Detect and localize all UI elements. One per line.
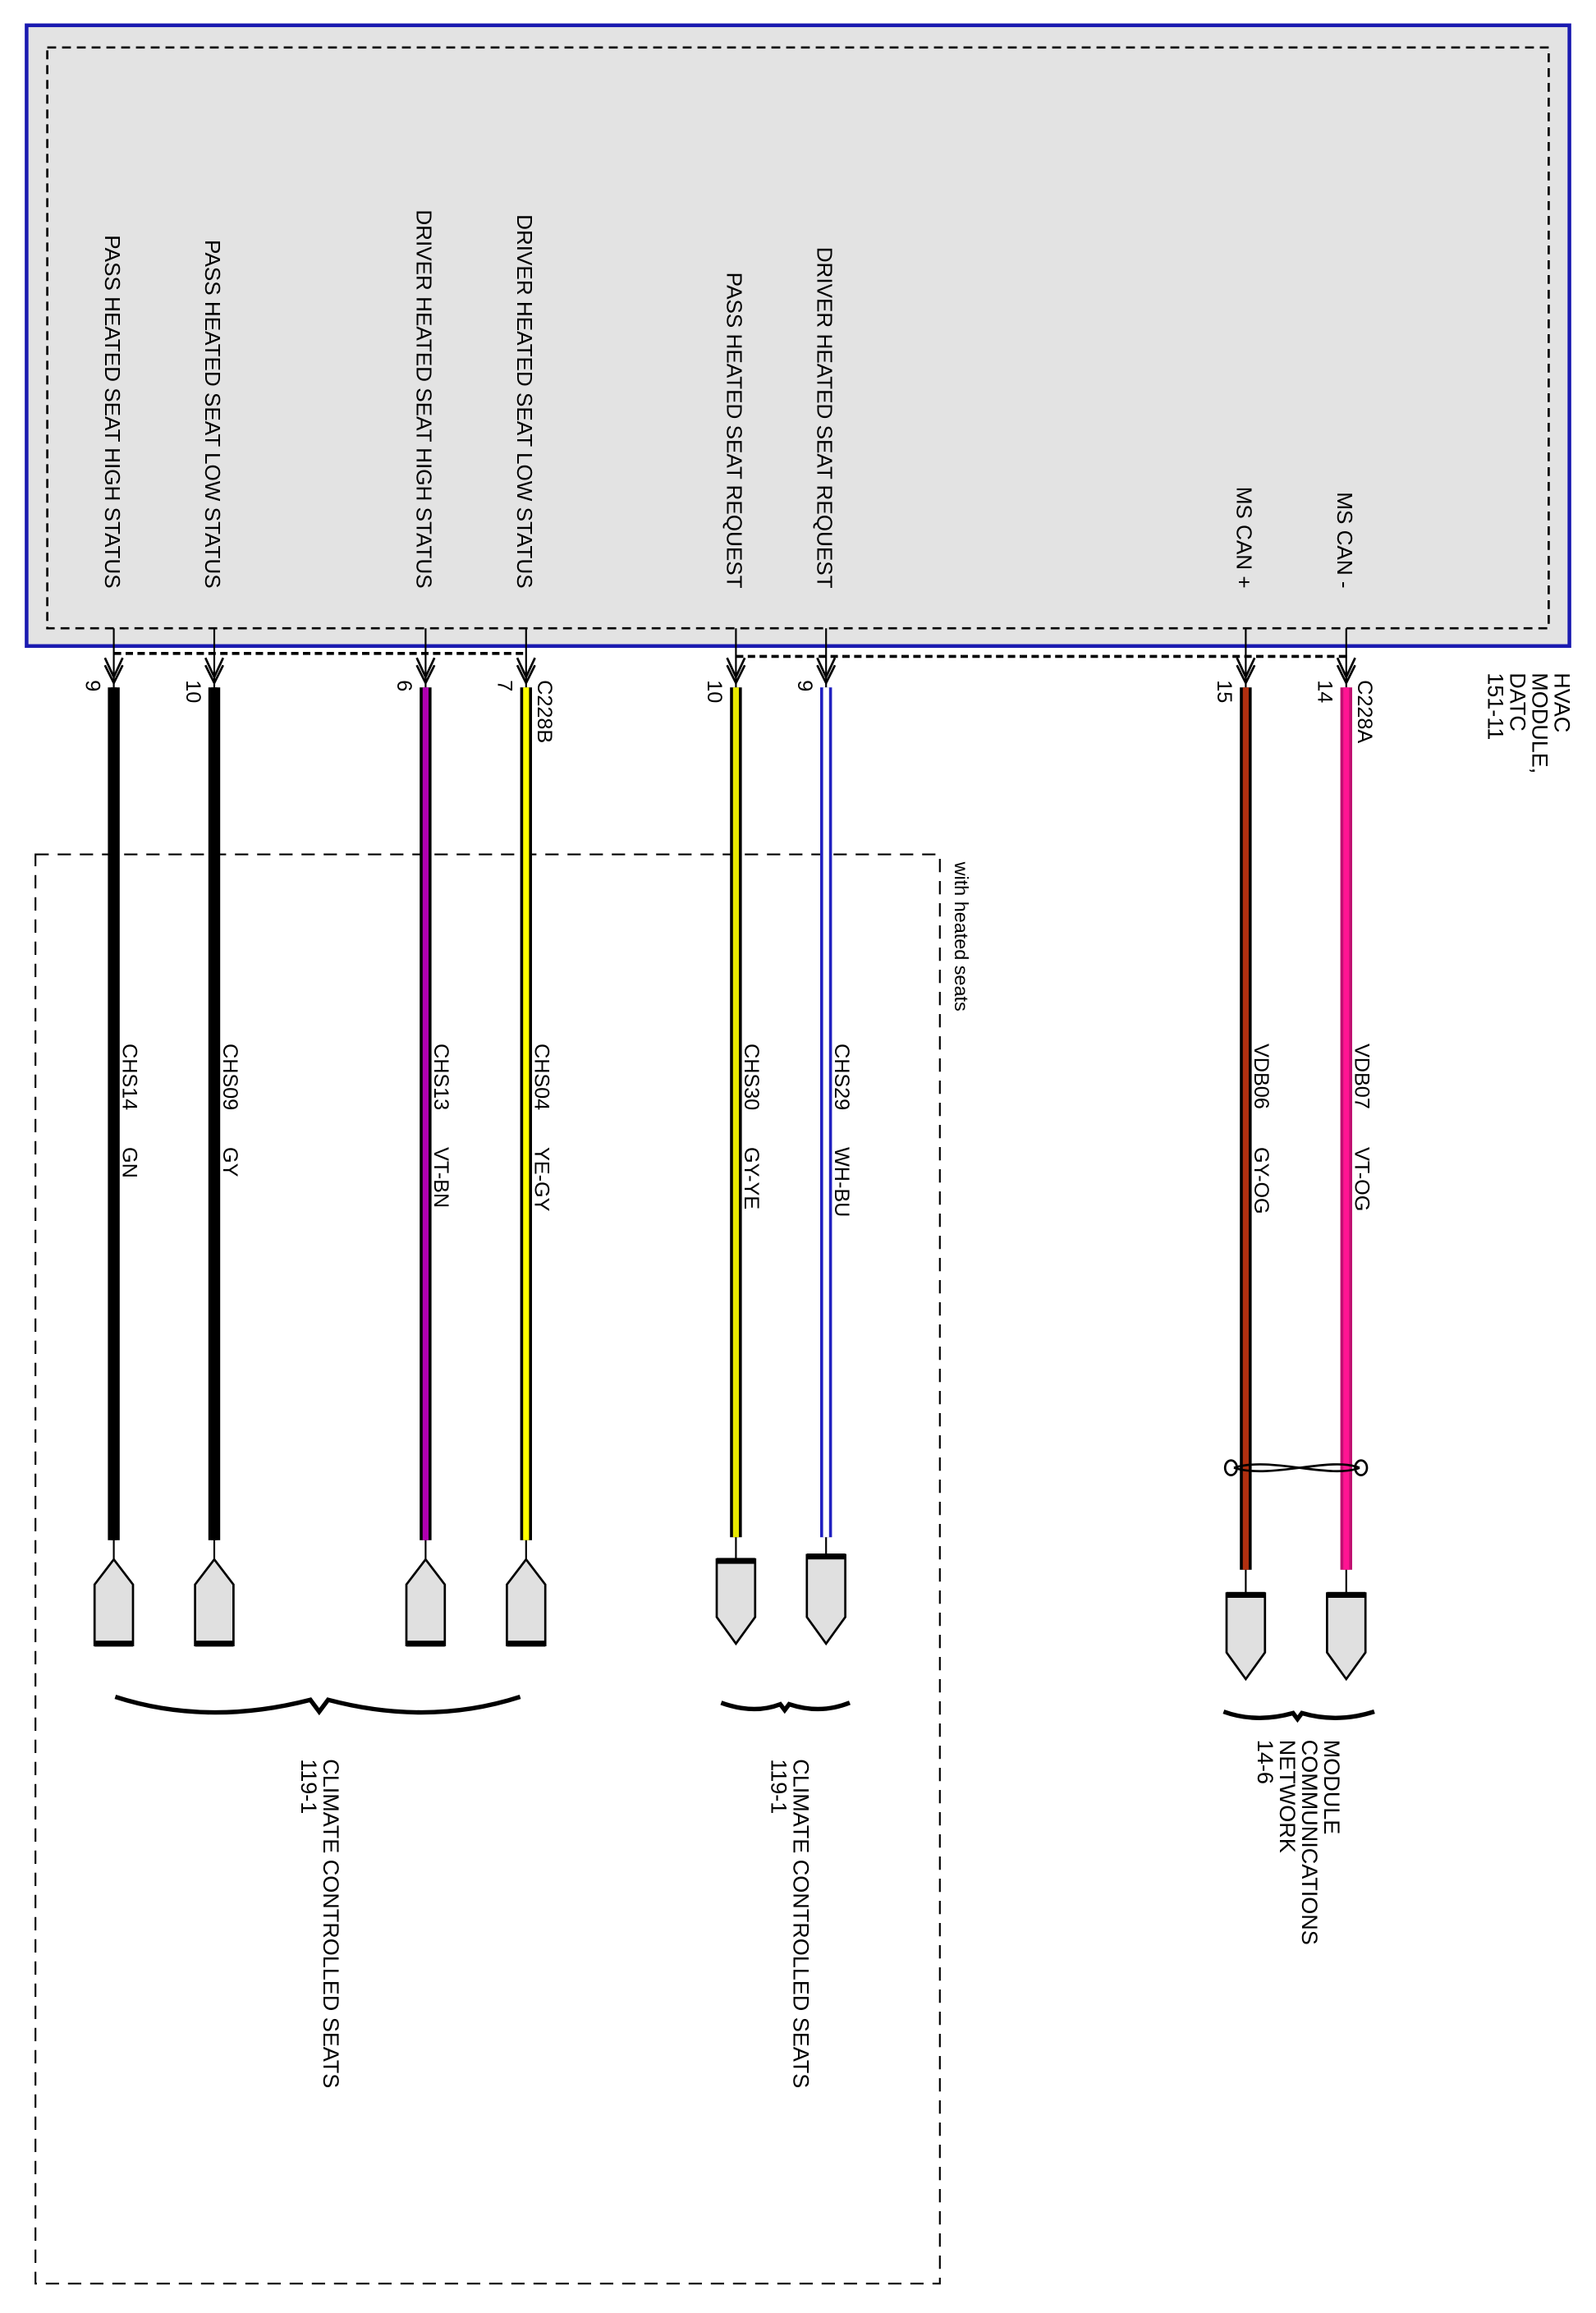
connector-end-icon (1326, 1592, 1367, 1682)
connector-end-icon (506, 1557, 547, 1646)
pin-number: 6 (392, 680, 415, 691)
connector-end-icon (1225, 1592, 1267, 1682)
connector-end-icon (715, 1558, 757, 1646)
wire-color-label: GN (117, 1147, 140, 1178)
wire-core (732, 687, 739, 1538)
pin-number: 7 (493, 680, 516, 691)
wire-color-label: VT-BN (429, 1147, 452, 1208)
terminal-arrow-icon (1336, 657, 1356, 686)
destination-label: CLIMATE CONTROLLED SEATS (319, 1759, 343, 2088)
destination-ref: 119-1 (767, 1759, 791, 1814)
terminal-arrow-icon (415, 657, 436, 686)
wire-core (523, 687, 530, 1540)
terminal-arrow-icon (1236, 657, 1256, 686)
connector-end-icon (405, 1557, 447, 1646)
pin-number: 9 (793, 680, 816, 691)
destination-label: MODULE (1319, 1740, 1344, 1835)
connector-end-cap (1327, 1591, 1366, 1598)
signal-label: PASS HEATED SEAT LOW STATUS (200, 240, 225, 589)
signal-label: DRIVER HEATED SEAT HIGH STATUS (412, 209, 437, 588)
module-name-line: DATC (1506, 672, 1530, 732)
wire-core (823, 687, 829, 1538)
wire-core (211, 687, 218, 1540)
connector-end-cap (1227, 1591, 1265, 1598)
connector-c228b-label: C228B (533, 680, 556, 743)
signal-label: PASS HEATED SEAT REQUEST (722, 273, 747, 589)
terminal-arrow-icon (204, 657, 225, 686)
connector-end-icon (194, 1557, 235, 1646)
destination-label: COMMUNICATIONS (1297, 1740, 1322, 1945)
circuit-label: CHS30 (740, 1044, 763, 1110)
circuit-label: CHS13 (429, 1044, 452, 1110)
destination-brace (720, 1700, 851, 1714)
wire-color-label: YE-GY (530, 1147, 553, 1212)
signal-label: DRIVER HEATED SEAT REQUEST (812, 247, 837, 589)
module-name-line: HVAC (1550, 672, 1575, 732)
terminal-arrow-icon (816, 657, 837, 686)
twisted-pair-icon (1223, 1459, 1369, 1476)
wire-core (1242, 687, 1249, 1570)
circuit-label: CHS09 (218, 1044, 241, 1110)
destination-brace (114, 1695, 521, 1716)
connector-end-cap (717, 1558, 755, 1564)
destination-label: NETWORK (1275, 1740, 1300, 1853)
connector-end-cap (507, 1641, 546, 1647)
destination-brace (1222, 1710, 1375, 1723)
module-name-line: 151-11 (1484, 672, 1508, 740)
pin-number: 9 (80, 680, 103, 691)
pin-number: 10 (181, 680, 204, 703)
signal-label: PASS HEATED SEAT HIGH STATUS (100, 235, 125, 588)
connector-end-cap (94, 1641, 133, 1647)
wire-color-label: GY-YE (740, 1147, 763, 1209)
wire-core (111, 687, 117, 1540)
circuit-label: CHS14 (117, 1044, 140, 1110)
wire-core (422, 687, 429, 1540)
connector-end-cap (806, 1553, 846, 1560)
pin-number: 14 (1314, 680, 1337, 703)
pin-number: 10 (703, 680, 726, 703)
wire-core (1343, 687, 1350, 1570)
terminal-arrow-icon (516, 657, 536, 686)
destination-label: CLIMATE CONTROLLED SEATS (789, 1759, 814, 2088)
circuit-label: CHS29 (830, 1044, 853, 1110)
connector-end-icon (805, 1553, 846, 1646)
heated-seats-option-box (34, 853, 941, 2285)
circuit-label: CHS04 (530, 1044, 553, 1110)
connector-end-cap (195, 1641, 234, 1647)
circuit-label: VDB07 (1351, 1044, 1374, 1109)
signal-label: MS CAN + (1232, 487, 1257, 589)
connector-end-icon (93, 1557, 135, 1646)
wire-color-label: GY-OG (1250, 1147, 1273, 1214)
connector-end-cap (406, 1641, 445, 1647)
wires-group: PASS HEATED SEAT HIGH STATUS 9 CHS14 GN PASS… (80, 209, 1374, 1682)
terminal-arrow-icon (726, 657, 746, 686)
heated-seats-option-label: with heated seats (951, 861, 972, 1012)
module-inner-dashed-border (46, 46, 1550, 630)
destination-ref: 119-1 (296, 1759, 321, 1814)
wire-color-label: VT-OG (1351, 1147, 1374, 1211)
wire-color-label: WH-BU (830, 1147, 853, 1217)
circuit-label: VDB06 (1250, 1044, 1273, 1109)
hvac-module-box (25, 23, 1571, 649)
terminal-arrow-icon (103, 657, 124, 686)
signal-label: MS CAN - (1332, 492, 1357, 588)
wire-color-label: GY (218, 1147, 241, 1177)
destination-ref: 14-6 (1253, 1740, 1277, 1784)
connector-c228a-label: C228A (1353, 680, 1376, 743)
pin-number: 15 (1213, 680, 1236, 703)
signal-label: DRIVER HEATED SEAT LOW STATUS (512, 214, 537, 588)
module-name-line: MODULE, (1528, 672, 1552, 773)
